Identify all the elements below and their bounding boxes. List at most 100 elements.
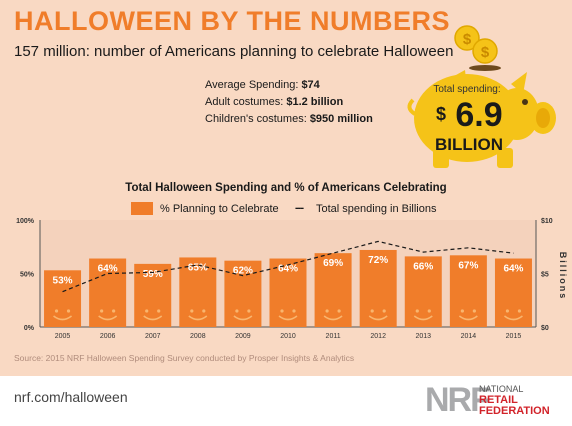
piggy-label: Total spending: [433, 84, 500, 95]
x-tick-label: 2010 [280, 333, 296, 340]
pumpkin-mouth-icon [233, 315, 253, 321]
pumpkin-eye-icon [66, 309, 71, 313]
left-tick-label: 0% [24, 325, 35, 332]
stat-value: $950 million [309, 113, 373, 125]
stat-label: Children's costumes: [205, 113, 307, 125]
pumpkin-eye-icon [472, 309, 476, 313]
coin-icon: $ [454, 25, 480, 51]
bar-value-label: 67% [458, 260, 478, 271]
bar [404, 256, 442, 327]
piggy-bank-icon: $ $ Total spending: $ 6.9 BILLION [407, 25, 556, 168]
bar [134, 263, 172, 327]
pumpkin-eye-icon [292, 309, 296, 313]
stats-list: Average Spending: $74 Adult costumes: $1… [205, 77, 373, 128]
pumpkin-eye-icon [157, 309, 161, 313]
nrf-logo-line2: RETAIL [479, 394, 518, 406]
x-tick-label: 2006 [100, 333, 116, 340]
spending-line [62, 240, 514, 293]
bar [44, 270, 82, 327]
pumpkin-mouth-icon [503, 315, 523, 321]
pumpkin-mouth-icon [143, 315, 163, 321]
pumpkin-eye-icon [415, 309, 419, 313]
pumpkin-mouth-icon [98, 315, 118, 321]
bar-value-label: 59% [143, 269, 163, 280]
legend-bar-swatch [131, 202, 153, 215]
pumpkin-eye-icon [235, 309, 239, 313]
top-panel: HALLOWEEN BY THE NUMBERS 157 million: nu… [0, 0, 572, 376]
footer: nrf.com/halloween NRF NATIONAL RETAIL FE… [0, 376, 572, 426]
pumpkin-eye-icon [382, 309, 386, 313]
pumpkin-eye-icon [337, 309, 341, 313]
spending-chart: 0% 50% 100% $0 $5 $10 Billions 53% 2005 64% 2006 59… [16, 218, 568, 340]
pumpkin-eye-icon [280, 309, 284, 313]
chart-title: Total Halloween Spending and % of Americ… [125, 182, 447, 194]
x-tick-label: 2013 [415, 333, 431, 340]
bar-value-label: 64% [503, 264, 523, 275]
left-tick-label: 100% [16, 218, 35, 225]
nrf-logo-line3: FEDERATION [479, 405, 550, 417]
piggy-amount: 6.9 [455, 96, 502, 134]
x-tick-label: 2009 [235, 333, 251, 340]
bar [359, 249, 397, 327]
bar-value-label: 66% [413, 261, 433, 272]
x-tick-label: 2015 [506, 333, 522, 340]
stat-label: Adult costumes: [205, 96, 284, 108]
coin-icon: $ [472, 38, 498, 64]
nrf-logo-mark: NRF [425, 381, 491, 419]
bar-value-label: 65% [188, 262, 208, 273]
pumpkin-eye-icon [112, 309, 116, 313]
pumpkin-mouth-icon [413, 315, 433, 321]
piggy-unit: BILLION [435, 135, 503, 154]
bar-value-label: 64% [278, 264, 298, 275]
stat-children-costumes: Children's costumes: $950 million [205, 111, 373, 128]
pumpkin-eye-icon [325, 309, 329, 313]
right-tick-label: $0 [541, 325, 549, 332]
pumpkin-eye-icon [505, 309, 510, 313]
footer-url[interactable]: nrf.com/halloween [14, 389, 128, 405]
left-tick-label: 50% [20, 272, 35, 279]
x-tick-label: 2014 [461, 333, 477, 340]
bar [314, 253, 352, 327]
bar [269, 258, 307, 327]
pumpkin-mouth-icon [323, 315, 343, 321]
pumpkin-mouth-icon [458, 315, 478, 321]
x-tick-label: 2012 [370, 333, 386, 340]
pumpkin-eye-icon [190, 309, 194, 313]
page-title: HALLOWEEN BY THE NUMBERS [14, 6, 451, 36]
bar-value-label: 53% [53, 275, 73, 286]
nrf-logo-name: NATIONAL RETAIL FEDERATION [479, 384, 550, 417]
legend-line-label: Total spending in Billions [316, 203, 437, 215]
stat-value: $1.2 billion [286, 96, 344, 108]
x-tick-label: 2011 [326, 333, 341, 340]
bar [89, 258, 127, 327]
bar-value-label: 64% [98, 264, 118, 275]
stat-value: $74 [301, 79, 320, 91]
svg-text:$: $ [481, 44, 490, 61]
pumpkin-eye-icon [370, 309, 374, 313]
pumpkin-eye-icon [100, 309, 104, 313]
legend-line-symbol: --- [295, 202, 304, 214]
pumpkin-eye-icon [517, 309, 522, 313]
pumpkin-eye-icon [427, 309, 431, 313]
nrf-logo-line1: NATIONAL [479, 384, 524, 394]
bar [224, 260, 262, 327]
pumpkin-mouth-icon [188, 315, 208, 321]
pumpkin-eye-icon [460, 309, 464, 313]
page-subtitle: 157 million: number of Americans plannin… [14, 43, 454, 60]
bar [494, 258, 532, 327]
stat-average-spending: Average Spending: $74 [205, 77, 373, 94]
svg-text:$: $ [463, 31, 472, 48]
pumpkin-mouth-icon [278, 315, 298, 321]
pumpkin-eye-icon [54, 309, 59, 313]
pumpkin-eye-icon [202, 309, 206, 313]
bar-value-label: 69% [323, 258, 343, 269]
x-tick-label: 2005 [55, 333, 71, 340]
stat-adult-costumes: Adult costumes: $1.2 billion [205, 94, 373, 111]
pumpkin-eye-icon [145, 309, 149, 313]
right-tick-label: $5 [541, 272, 549, 279]
stat-label: Average Spending: [205, 79, 299, 91]
right-axis-label: Billions [558, 252, 568, 301]
piggy-dollar-sign: $ [436, 104, 446, 124]
bar [179, 257, 217, 327]
